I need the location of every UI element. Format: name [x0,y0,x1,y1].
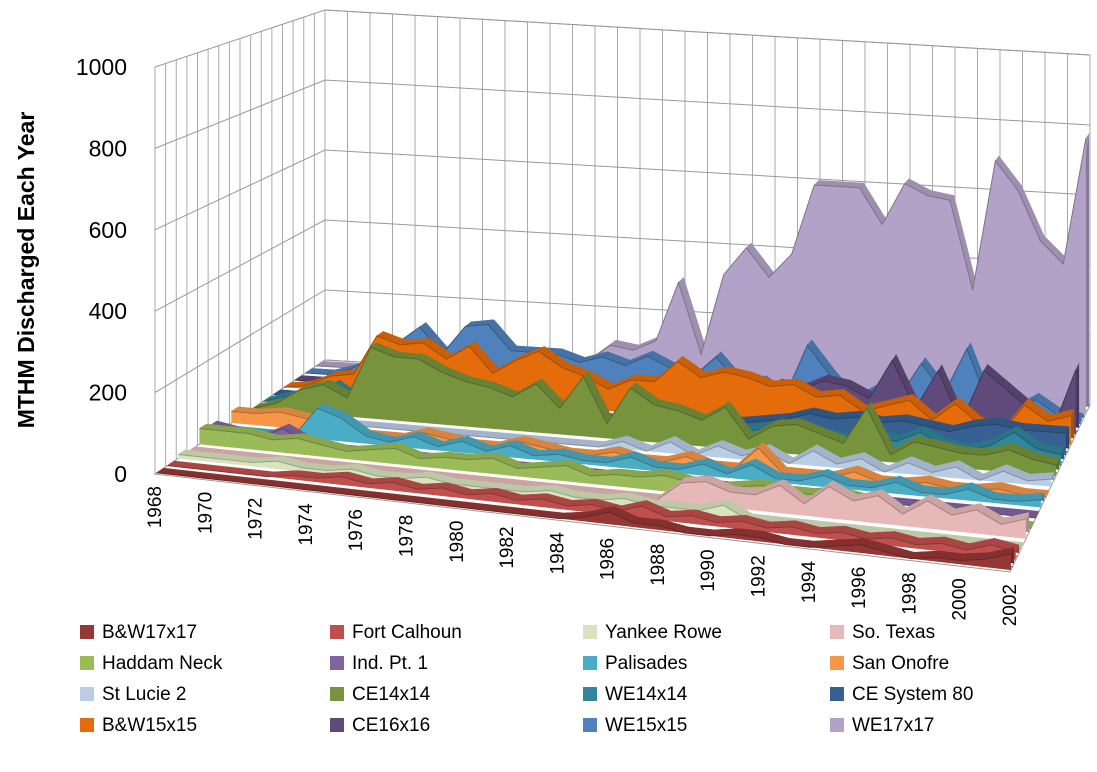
legend-label: B&W17x17 [102,622,197,643]
y-tick-label: 1000 [76,54,127,80]
legend-swatch [830,656,844,670]
legend-swatch [583,656,597,670]
x-tick-label: 1998 [899,572,920,614]
legend-swatch [330,687,344,701]
x-tick-label: 1994 [799,561,820,604]
legend-swatch [80,718,94,732]
legend-label: CE14x14 [352,684,431,705]
x-tick-label: 1984 [547,532,568,575]
legend-swatch [830,687,844,701]
grid-line [154,149,1091,231]
legend-swatch [330,656,344,670]
legend-swatch [830,718,844,732]
x-tick-label: 2000 [950,578,971,620]
area-fill [316,138,1086,414]
y-tick-label: 800 [89,135,127,161]
grid-line [154,9,1091,68]
area-line [241,415,1051,482]
area-fill [156,472,1011,571]
x-tick-label: 1980 [447,521,468,563]
legend-swatch [583,687,597,701]
grid-line [154,79,1091,149]
x-tick-label: 1996 [849,567,870,609]
legend-label: WE17x17 [852,715,934,736]
legend-label: Yankee Rowe [605,622,722,643]
legend-swatch [80,687,94,701]
y-tick-label: 0 [114,461,127,487]
legend-label: San Onofre [852,653,949,674]
y-axis-title: MTHM Discharged Each Year [13,112,39,429]
x-tick-label: 1982 [497,526,518,568]
legend-swatch [330,625,344,639]
x-tick-label: 1974 [296,503,317,546]
area-line [284,335,1072,434]
legend-label: Fort Calhoun [352,622,462,643]
x-tick-label: 1970 [195,492,216,534]
legend-label: So. Texas [852,622,935,643]
y-tick-label: 600 [89,217,127,243]
legend-label: WE14x14 [605,684,688,705]
legend-label: B&W15x15 [102,715,197,736]
legend-label: Palisades [605,653,687,674]
legend-label: Ind. Pt. 1 [352,653,428,674]
x-tick-label: 1986 [598,538,619,580]
x-tick-label: 1988 [648,544,669,586]
y-tick-label: 400 [89,298,127,324]
area-line [156,472,1012,561]
legend-label: Haddam Neck [102,653,223,674]
legend-swatch [80,625,94,639]
area-fill [252,347,1056,477]
legend-label: WE15x15 [605,715,687,736]
legend-label: CE System 80 [852,684,973,705]
x-tick-label: 1968 [145,486,166,528]
area-line [252,346,1057,466]
x-tick-label: 1976 [346,509,367,551]
area-line [220,407,1041,502]
legend-label: CE16x16 [352,715,430,736]
legend-swatch [330,718,344,732]
x-tick-label: 1990 [698,549,719,591]
legend-label: St Lucie 2 [102,684,187,705]
x-tick-label: 1992 [749,555,770,597]
legend-swatch [583,625,597,639]
legend-swatch [583,718,597,732]
area-line [167,465,1017,553]
x-tick-label: 1972 [246,498,267,540]
legend-swatch [830,625,844,639]
y-tick-label: 200 [89,380,127,406]
x-tick-label: 1978 [396,515,417,557]
area-fill [188,451,1026,539]
x-tick-label: 2002 [1000,584,1021,626]
legend-swatch [80,656,94,670]
